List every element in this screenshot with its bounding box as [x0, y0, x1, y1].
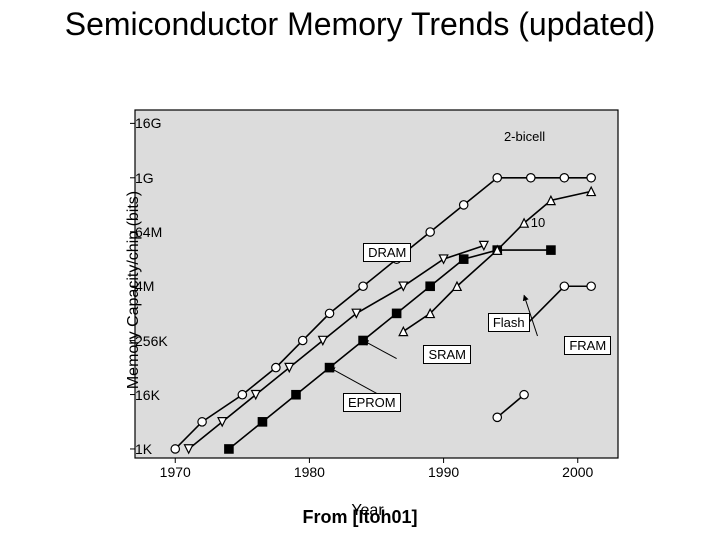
- series-label-eprom: EPROM: [343, 393, 401, 412]
- series-label-fram: FRAM: [564, 336, 611, 355]
- annotation: 10: [531, 215, 545, 230]
- x-tick-label: 1990: [428, 458, 459, 480]
- annotation: 2-bicell: [504, 129, 545, 144]
- y-tick-label: 64M: [135, 224, 143, 240]
- series-label-sram: SRAM: [423, 345, 471, 364]
- y-tick-label: 16K: [135, 387, 143, 403]
- series-label-dram: DRAM: [363, 243, 411, 262]
- chart-container: Memory Capacity/chip (bits) Year 1K16K25…: [105, 100, 630, 480]
- y-tick-label: 256K: [135, 333, 143, 349]
- y-tick-label: 1K: [135, 441, 143, 457]
- x-tick-label: 1970: [160, 458, 191, 480]
- y-tick-label: 16G: [135, 115, 143, 131]
- x-axis-label: Year: [105, 502, 630, 520]
- x-tick-label: 1980: [294, 458, 325, 480]
- x-tick-label: 2000: [562, 458, 593, 480]
- y-tick-label: 1G: [135, 170, 143, 186]
- page-title: Semiconductor Memory Trends (updated): [0, 6, 720, 43]
- series-label-flash: Flash: [488, 313, 530, 332]
- chart-plot: [105, 100, 630, 480]
- y-tick-label: 4M: [135, 278, 143, 294]
